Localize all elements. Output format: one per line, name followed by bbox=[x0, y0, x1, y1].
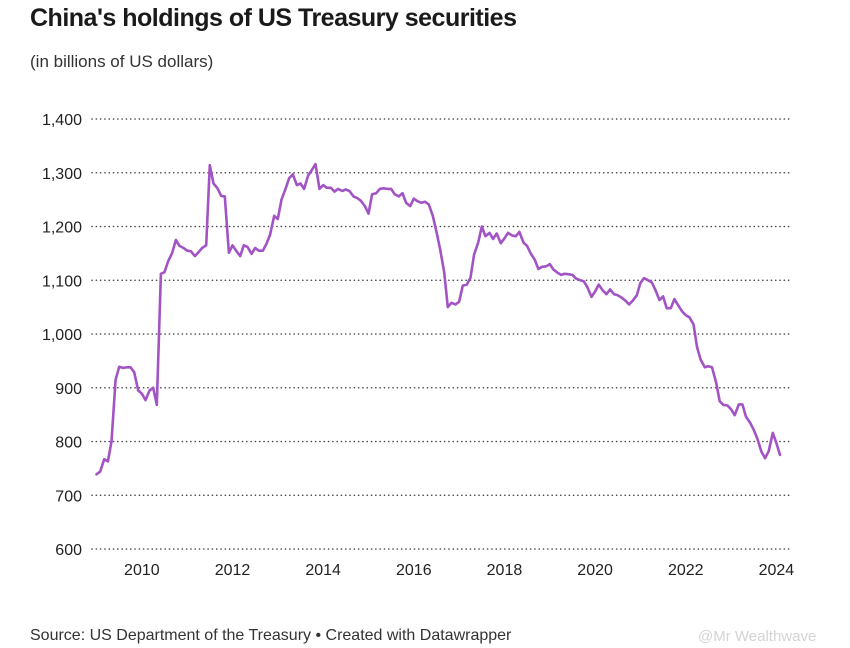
series-layer bbox=[95, 162, 782, 476]
y-tick-label: 900 bbox=[55, 381, 82, 398]
source-note: Source: US Department of the Treasury • … bbox=[30, 627, 512, 644]
x-tick-label: 2020 bbox=[577, 562, 613, 579]
y-axis-ticks: 600 700 800 900 1,000 1,100 1,200 1,300 1,400 bbox=[42, 112, 82, 559]
x-tick-label: 2022 bbox=[668, 562, 704, 579]
y-tick-label: 1,100 bbox=[42, 273, 82, 290]
y-tick-label: 1,000 bbox=[42, 327, 82, 344]
y-tick-label: 700 bbox=[55, 488, 82, 505]
y-tick-label: 600 bbox=[55, 542, 82, 559]
y-tick-label: 800 bbox=[55, 435, 82, 452]
x-tick-label: 2016 bbox=[396, 562, 432, 579]
x-tick-label: 2010 bbox=[124, 562, 160, 579]
x-axis-ticks: 2010 2012 2014 2016 2018 2020 2022 2024 bbox=[124, 562, 794, 579]
y-tick-label: 1,300 bbox=[42, 166, 82, 183]
x-tick-label: 2012 bbox=[215, 562, 251, 579]
watermark: @Mr Wealthwave bbox=[698, 628, 817, 645]
grid-lines bbox=[91, 118, 791, 550]
x-tick-label: 2014 bbox=[305, 562, 341, 579]
x-tick-label: 2018 bbox=[487, 562, 523, 579]
line-chart: 600 700 800 900 1,000 1,100 1,200 1,300 1,400 20… bbox=[42, 112, 794, 579]
chart-title: China's holdings of US Treasury securiti… bbox=[30, 4, 517, 32]
y-tick-label: 1,400 bbox=[42, 112, 82, 129]
x-tick-label: 2024 bbox=[759, 562, 795, 579]
series-line-holdings bbox=[95, 162, 782, 476]
y-tick-label: 1,200 bbox=[42, 220, 82, 237]
chart-subtitle: (in billions of US dollars) bbox=[30, 52, 214, 71]
